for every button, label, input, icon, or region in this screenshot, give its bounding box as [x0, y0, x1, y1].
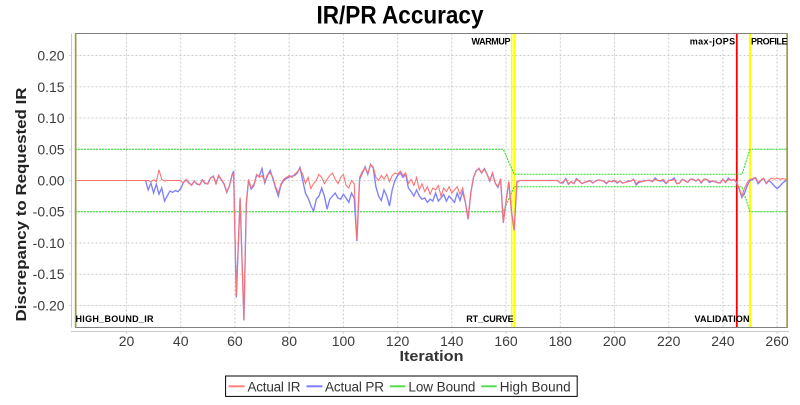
svg-text:HIGH_BOUND_IR: HIGH_BOUND_IR — [76, 314, 155, 324]
svg-text:140: 140 — [440, 333, 464, 349]
svg-text:IR/PR Accuracy: IR/PR Accuracy — [317, 2, 484, 30]
svg-text:Iteration: Iteration — [400, 348, 464, 365]
svg-text:VALIDATION: VALIDATION — [695, 314, 750, 324]
svg-text:100: 100 — [332, 333, 356, 349]
svg-text:Discrepancy to Requested IR: Discrepancy to Requested IR — [13, 87, 30, 321]
svg-text:High Bound: High Bound — [500, 380, 571, 395]
svg-text:0.15: 0.15 — [37, 79, 64, 95]
svg-text:max-jOPS: max-jOPS — [690, 36, 736, 46]
svg-text:60: 60 — [227, 333, 243, 349]
svg-text:240: 240 — [711, 333, 735, 349]
svg-text:Actual PR: Actual PR — [325, 380, 384, 395]
svg-text:200: 200 — [603, 333, 627, 349]
svg-text:Actual IR: Actual IR — [248, 380, 301, 395]
svg-text:0.10: 0.10 — [37, 110, 64, 126]
svg-text:220: 220 — [657, 333, 681, 349]
svg-text:180: 180 — [549, 333, 573, 349]
svg-text:PROFILE: PROFILE — [751, 36, 788, 46]
svg-text:WARMUP: WARMUP — [472, 36, 511, 46]
svg-text:-0.10: -0.10 — [33, 235, 65, 251]
svg-text:260: 260 — [765, 333, 789, 349]
svg-text:-0.20: -0.20 — [33, 297, 65, 313]
svg-text:RT_CURVE: RT_CURVE — [466, 314, 514, 324]
svg-text:80: 80 — [281, 333, 297, 349]
svg-text:0.00: 0.00 — [37, 173, 64, 189]
svg-text:120: 120 — [386, 333, 410, 349]
svg-text:20: 20 — [119, 333, 135, 349]
svg-text:0.05: 0.05 — [37, 141, 64, 157]
svg-text:0.20: 0.20 — [37, 48, 64, 64]
svg-text:40: 40 — [173, 333, 189, 349]
svg-text:Low Bound: Low Bound — [408, 380, 475, 395]
svg-text:160: 160 — [494, 333, 518, 349]
svg-text:-0.15: -0.15 — [33, 266, 65, 282]
svg-text:-0.05: -0.05 — [33, 204, 65, 220]
